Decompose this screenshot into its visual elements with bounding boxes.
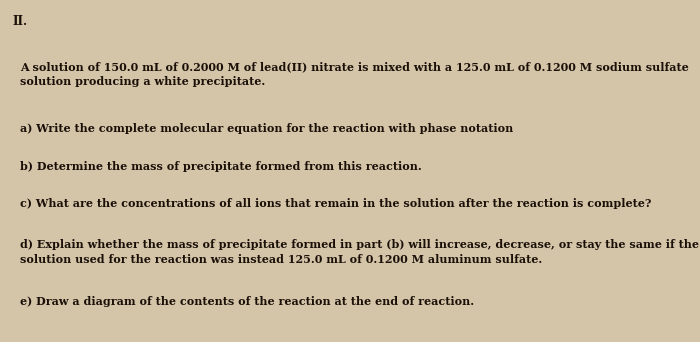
Text: e) Draw a diagram of the contents of the reaction at the end of reaction.: e) Draw a diagram of the contents of the…: [20, 296, 474, 307]
Text: II.: II.: [13, 15, 28, 28]
Text: a) Write the complete molecular equation for the reaction with phase notation: a) Write the complete molecular equation…: [20, 123, 513, 134]
Text: c) What are the concentrations of all ions that remain in the solution after the: c) What are the concentrations of all io…: [20, 198, 651, 209]
Text: d) Explain whether the mass of precipitate formed in part (b) will increase, dec: d) Explain whether the mass of precipita…: [20, 239, 699, 265]
Text: A solution of 150.0 mL of 0.2000 M of lead(II) nitrate is mixed with a 125.0 mL : A solution of 150.0 mL of 0.2000 M of le…: [20, 62, 688, 87]
Text: b) Determine the mass of precipitate formed from this reaction.: b) Determine the mass of precipitate for…: [20, 161, 421, 172]
